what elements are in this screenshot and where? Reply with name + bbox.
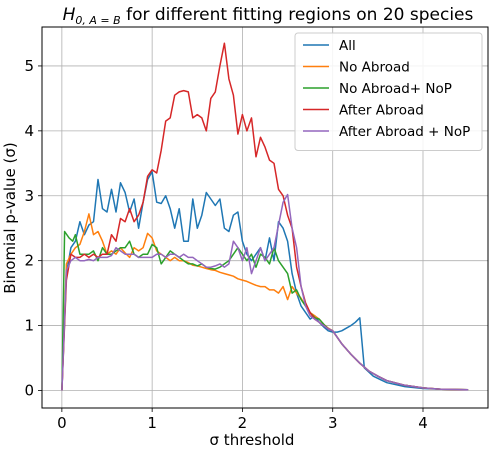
- legend-label: After Abroad + NoP: [339, 124, 470, 140]
- x-tick-label: 0: [57, 414, 67, 432]
- y-tick-label: 3: [24, 187, 34, 205]
- x-tick-label: 1: [147, 414, 157, 432]
- axis-ticks: 0 1 2 3 4 0 1 2 3 4 5: [24, 57, 427, 432]
- series-line-2: [61, 213, 469, 391]
- y-tick-label: 5: [24, 57, 34, 75]
- y-tick-label: 0: [24, 381, 34, 399]
- y-axis-label: Binomial p-value (σ): [1, 142, 19, 294]
- legend-label: No Abroad+ NoP: [339, 81, 452, 97]
- x-tick-label: 2: [238, 414, 248, 432]
- legend: All No Abroad No Abroad+ NoP After Abroad Af…: [294, 32, 483, 151]
- series-line-1: [61, 170, 469, 391]
- x-tick-label: 4: [418, 414, 428, 432]
- legend-label: After Abroad: [339, 103, 424, 119]
- chart-title-subscript: 0, A = B: [75, 14, 120, 27]
- series-lines: [61, 42, 469, 391]
- chart-title-rest: for different fitting regions on 20 spec…: [121, 5, 474, 25]
- chart-title-main: H: [63, 5, 76, 25]
- legend-label: All: [339, 38, 356, 54]
- x-tick-label: 3: [328, 414, 338, 432]
- y-tick-label: 2: [24, 252, 34, 270]
- chart-title: H0, A = B for different fitting regions …: [63, 5, 474, 27]
- series-line-5: [61, 193, 469, 391]
- series-line-3: [61, 230, 469, 391]
- y-tick-label: 1: [24, 317, 34, 335]
- y-tick-label: 4: [24, 122, 34, 140]
- legend-box: [294, 32, 483, 151]
- plot-area-frame: [41, 26, 489, 409]
- x-axis-label: σ threshold: [210, 431, 295, 449]
- legend-label: No Abroad: [339, 60, 410, 76]
